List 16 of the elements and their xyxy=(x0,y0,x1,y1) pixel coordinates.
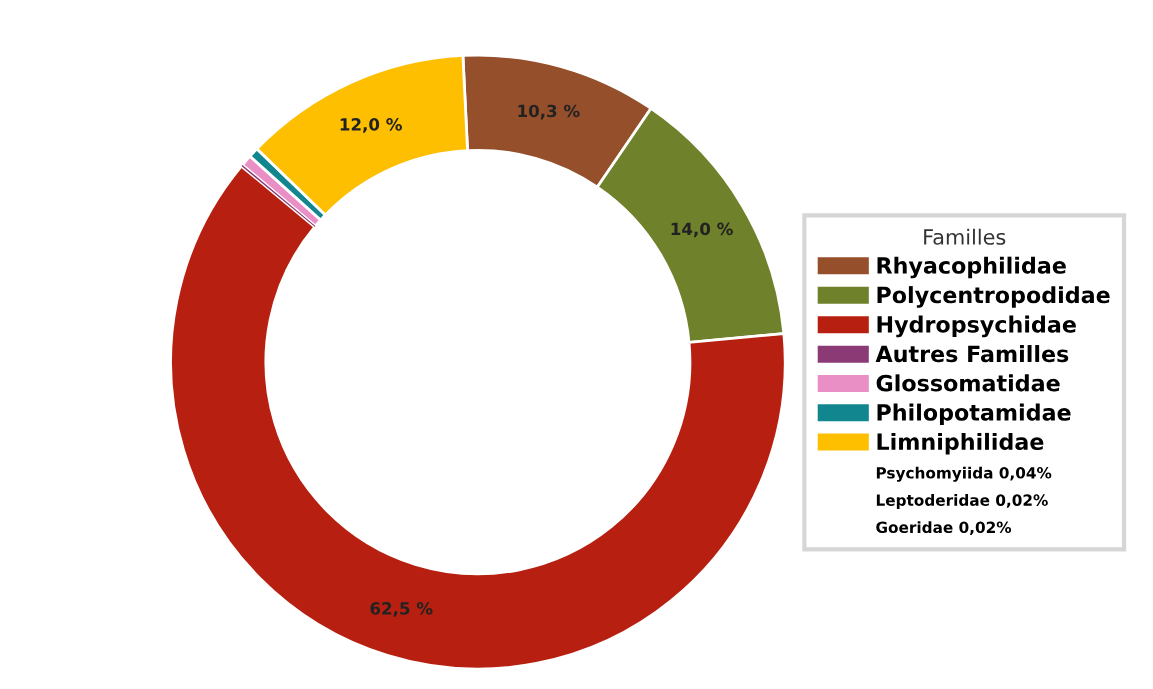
data-label: 12,0 % xyxy=(340,118,402,133)
text: Goeridae 0,02% xyxy=(876,521,1012,536)
text: Leptoderidae 0,02% xyxy=(876,494,1048,509)
legend-label: Polycentropodidae xyxy=(877,286,1110,308)
legend-title: Familles xyxy=(924,228,1006,245)
donut-slice xyxy=(241,164,316,227)
data-label: 14,0 % xyxy=(671,222,733,238)
data-label: 10,3 % xyxy=(518,104,580,120)
legend-label: Glossomatidae xyxy=(876,374,1060,392)
text: Psychomyiida 0,04% xyxy=(876,466,1052,482)
data-label: 62,5 % xyxy=(370,602,433,617)
legend-label: Hydropsychidae xyxy=(877,315,1076,338)
legend-label: Limniphilidae xyxy=(877,432,1044,455)
legend-label: Philopotamidae xyxy=(877,403,1071,426)
legend-label: Autres Familles xyxy=(875,345,1069,363)
legend-label: Rhyacophilidae xyxy=(877,256,1066,279)
